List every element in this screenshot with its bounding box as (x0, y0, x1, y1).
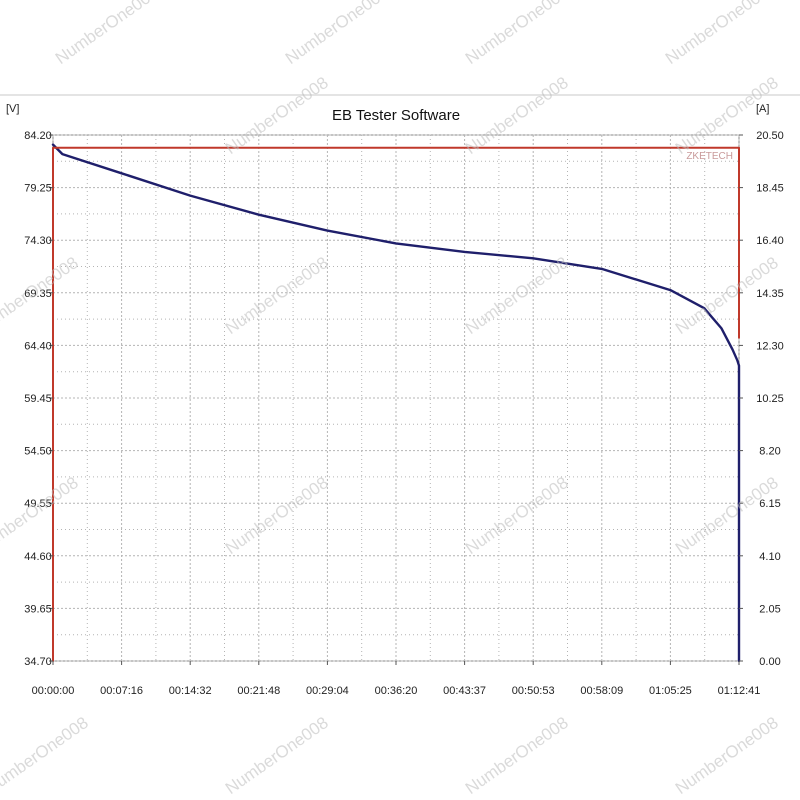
right-axis-tick-label: 2.05 (759, 603, 780, 615)
left-axis-tick-label: 69.35 (24, 288, 52, 300)
left-axis-tick-label: 49.55 (24, 498, 52, 510)
left-axis-tick-label: 39.65 (24, 603, 52, 615)
right-axis-tick-label: 20.50 (756, 130, 784, 142)
right-axis-tick-label: 0.00 (759, 656, 780, 668)
voltage-series-line (51, 143, 741, 663)
watermark-text: NumberOne008 (0, 713, 92, 798)
watermark-text: NumberOne008 (672, 713, 782, 798)
watermark-text: NumberOne008 (662, 0, 772, 68)
watermark-text: NumberOne008 (462, 713, 572, 798)
left-axis-tick-label: 79.25 (24, 183, 52, 195)
x-axis-tick-label: 00:21:48 (237, 685, 280, 697)
toolbar-divider (0, 94, 800, 96)
watermark-text: NumberOne008 (52, 0, 162, 68)
left-axis-tick-label: 74.30 (24, 235, 52, 247)
x-axis-tick-label: 00:07:16 (100, 685, 143, 697)
left-axis-tick-label: 54.50 (24, 446, 52, 458)
x-axis-tick-label: 00:00:00 (32, 685, 75, 697)
x-axis-tick-label: 00:43:37 (443, 685, 486, 697)
x-axis-tick-label: 00:58:09 (580, 685, 623, 697)
plot-area (52, 134, 740, 662)
watermark-text: NumberOne008 (462, 0, 572, 68)
brand-label: ZKETECH (686, 151, 733, 162)
chart-title: EB Tester Software (332, 107, 460, 124)
right-axis-tick-label: 12.30 (756, 340, 784, 352)
left-axis-tick-label: 84.20 (24, 130, 52, 142)
x-axis-tick-label: 00:50:53 (512, 685, 555, 697)
tick-layer: 34.70 39.65 44.60 49.55 54.50 59.45 64.40 69.35… (24, 130, 784, 697)
left-axis-unit: [V] (6, 103, 19, 115)
watermark-text: NumberOne008 (282, 0, 392, 68)
x-axis-tick-label: 00:29:04 (306, 685, 349, 697)
right-axis-tick-label: 8.20 (759, 446, 780, 458)
watermark-text: NumberOne008 (222, 713, 332, 798)
x-axis-tick-label: 00:14:32 (169, 685, 212, 697)
right-axis-tick-label: 10.25 (756, 393, 784, 405)
x-axis-tick-label: 00:36:20 (375, 685, 418, 697)
right-axis-tick-label: 18.45 (756, 183, 784, 195)
right-axis-unit: [A] (756, 103, 769, 115)
left-axis-tick-label: 34.70 (24, 656, 52, 668)
right-axis-tick-label: 16.40 (756, 235, 784, 247)
right-axis-tick-label: 6.15 (759, 498, 780, 510)
left-axis-tick-label: 44.60 (24, 551, 52, 563)
left-axis-tick-label: 59.45 (24, 393, 52, 405)
left-axis-tick-label: 64.40 (24, 340, 52, 352)
series-layer (51, 143, 741, 663)
x-axis-tick-label: 01:12:41 (718, 685, 761, 697)
x-axis-tick-label: 01:05:25 (649, 685, 692, 697)
right-axis-tick-label: 14.35 (756, 288, 784, 300)
current-series-line (52, 146, 740, 662)
right-axis-tick-label: 4.10 (759, 551, 780, 563)
